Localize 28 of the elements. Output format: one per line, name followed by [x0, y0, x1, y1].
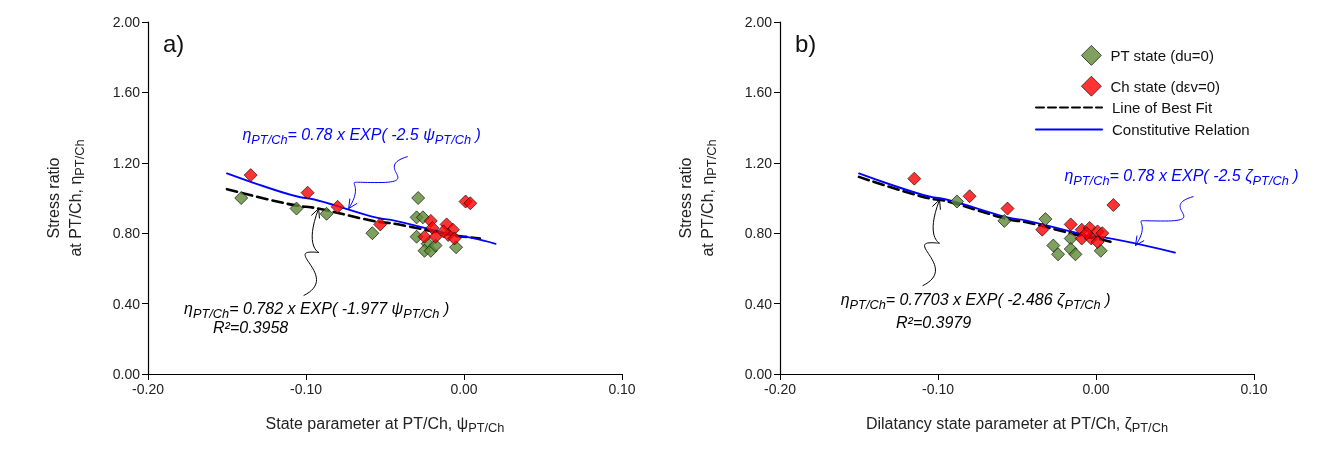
y-tick-label: 0.00	[744, 366, 773, 382]
y-tick-label: 0.00	[112, 366, 141, 382]
annotation: R²=0.3979	[895, 314, 972, 332]
y-tick-label: 0.80	[744, 225, 773, 242]
y-tick-label: 1.20	[112, 154, 141, 171]
legend-label: Constitutive Relation	[1112, 121, 1250, 138]
chart-title: b)	[795, 29, 817, 57]
y-tick-label: 2.00	[112, 14, 141, 30]
y-tick-label: 0.40	[112, 295, 141, 312]
x-tick-label: 0.00	[450, 381, 478, 397]
x-tick-label: -0.20	[132, 381, 165, 397]
legend-label: Line of Best Fit	[1112, 99, 1213, 116]
y-tick-label: 1.60	[744, 84, 773, 101]
x-tick-label: -0.10	[290, 381, 323, 397]
x-tick-label: 0.10	[608, 381, 636, 397]
x-tick-label: 0.00	[1082, 381, 1110, 397]
y-tick-label: 1.20	[744, 154, 773, 171]
legend-label: PT state (du=0)	[1110, 46, 1214, 64]
y-tick-label: 1.60	[112, 84, 141, 101]
y-tick-label: 2.00	[744, 14, 773, 30]
x-tick-label: -0.10	[922, 381, 955, 397]
y-tick-label: 0.40	[744, 295, 773, 312]
annotation: R²=0.3958	[213, 319, 289, 337]
x-tick-label: 0.10	[1240, 381, 1268, 397]
y-tick-label: 0.80	[112, 225, 141, 242]
chart-title: a)	[163, 29, 185, 57]
legend-label: Ch state (dεv=0)	[1110, 77, 1221, 95]
x-tick-label: -0.20	[764, 381, 797, 397]
